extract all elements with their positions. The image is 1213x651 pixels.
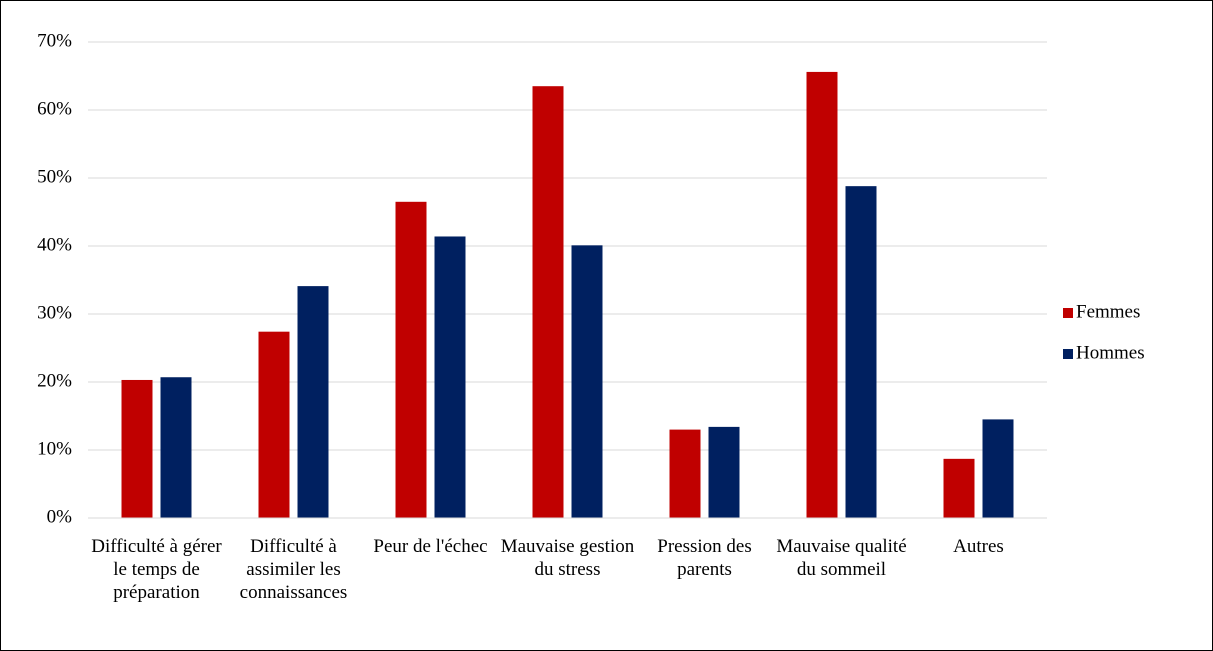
y-tick-label: 10% [37,438,72,459]
bar [669,429,701,518]
x-tick-label: Pression des parents [657,536,752,580]
y-tick-label: 40% [37,234,72,255]
bar [258,331,290,518]
bar [395,201,427,519]
legend-label: Femmes [1076,301,1140,322]
x-tick-label: Mauvaise qualité du sommeil [776,536,907,580]
x-tick-label: Peur de l'échec [373,536,488,557]
bar [434,236,466,519]
bar [982,419,1014,518]
legend-swatch [1063,349,1073,359]
legend-label: Hommes [1076,342,1145,363]
bar [160,377,192,518]
bar [845,186,877,518]
bar [806,71,838,519]
bar [121,379,153,518]
bar [297,286,329,518]
x-tick-label: Difficulté à assimiler les connaissances [239,536,348,603]
y-tick-label: 60% [37,98,72,119]
y-tick-label: 20% [37,370,72,391]
bar [571,245,603,518]
bar [943,458,975,518]
x-tick-label: Autres [953,536,1004,557]
y-tick-label: 30% [37,302,72,323]
bar [708,426,740,518]
y-tick-label: 70% [37,30,72,51]
bar [532,86,564,518]
y-tick-label: 0% [47,506,73,527]
x-tick-label: Difficulté à gérer le temps de préparati… [91,536,222,603]
y-tick-label: 50% [37,166,72,187]
x-tick-label: Mauvaise gestion du stress [500,536,635,580]
legend-swatch [1063,308,1073,318]
